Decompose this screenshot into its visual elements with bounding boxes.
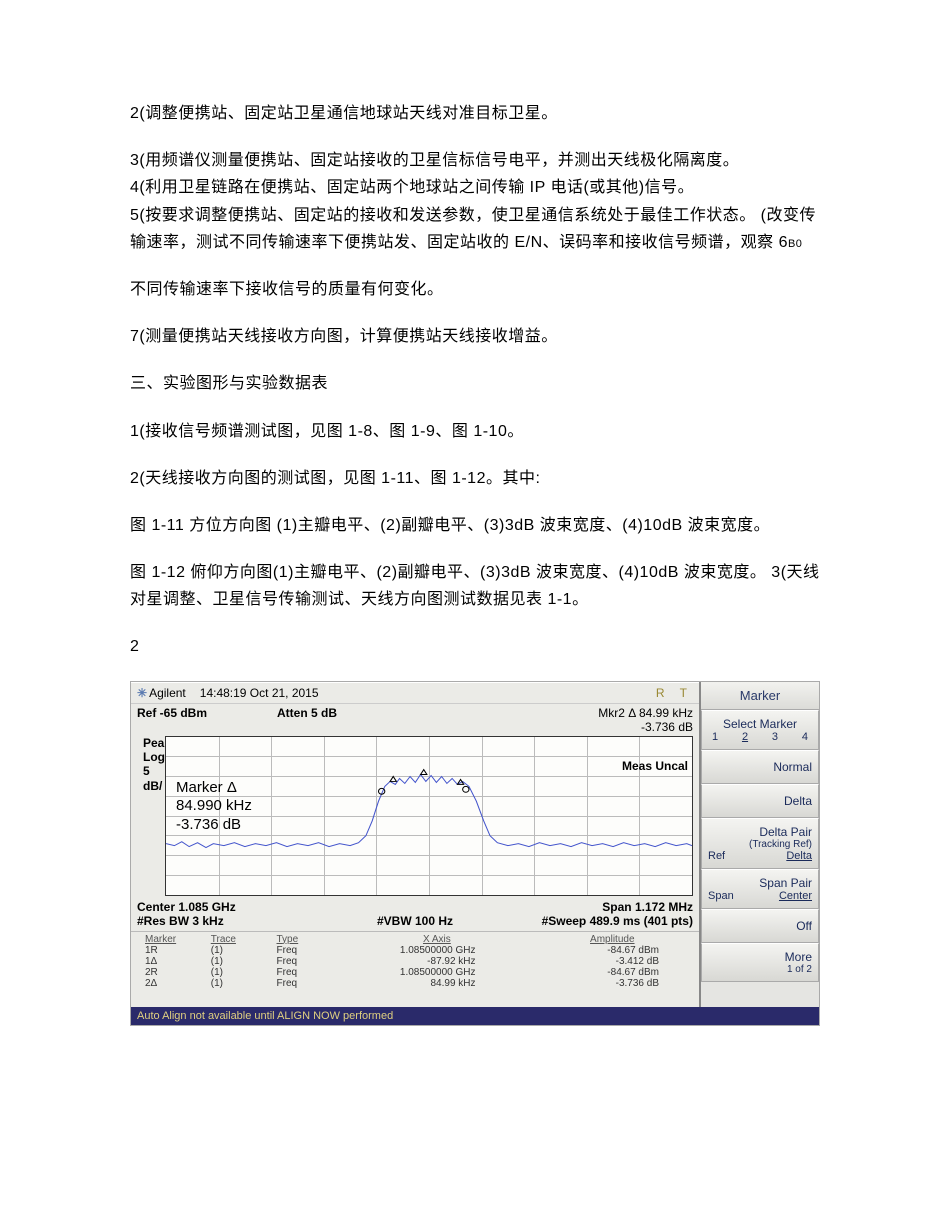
atten-label: Atten 5 dB [277, 706, 337, 720]
th-type: Type [273, 934, 339, 945]
page-num-2: 2 [130, 633, 820, 660]
normal-button[interactable]: Normal [701, 750, 819, 784]
line-5-6: 5(按要求调整便携站、固定站的接收和发送参数，使卫星通信系统处于最佳工作状态。 … [130, 207, 816, 251]
spectrum-plot: Meas Uncal Marker Δ 84.990 kHz -3.736 dB [165, 736, 693, 896]
more-label: More [708, 950, 812, 964]
para-diff-rate: 不同传输速率下接收信号的质量有何变化。 [130, 276, 820, 303]
agilent-logo-icon: ✳ [137, 686, 147, 700]
marker-row: 2R (1) Freq 1.08500000 GHz -84.67 dBm [141, 967, 689, 978]
inst-footer-message: Auto Align not available until ALIGN NOW… [131, 1007, 819, 1025]
para-fig-1-11: 图 1-11 方位方向图 (1)主瓣电平、(2)副瓣电平、(3)3dB 波束宽度… [130, 512, 820, 539]
span-label: Span 1.172 MHz [602, 900, 693, 914]
th-xaxis: X Axis [338, 934, 535, 945]
th-amplitude: Amplitude [536, 934, 689, 945]
center-freq-label: Center 1.085 GHz [137, 900, 602, 914]
select-marker-label: Select Marker [708, 717, 812, 731]
line-4: 4(利用卫星链路在便携站、固定站两个地球站之间传输 IP 电话(或其他)信号。 [130, 179, 694, 196]
para-2: 2(调整便携站、固定站卫星通信地球站天线对准目标卫星。 [130, 100, 820, 127]
vbw-label: #VBW 100 Hz [322, 914, 507, 928]
delta-button[interactable]: Delta [701, 784, 819, 818]
delta-pair-delta: Delta [786, 850, 812, 862]
delta-pair-button[interactable]: Delta Pair (Tracking Ref) Ref Delta [701, 818, 819, 869]
marker2-amp-label: -3.736 dB [598, 720, 693, 734]
marker-table: Marker Trace Type X Axis Amplitude 1R (1… [131, 932, 699, 1007]
th-marker: Marker [141, 934, 207, 945]
span-pair-center: Center [779, 890, 812, 902]
spectrum-analyzer-screenshot: ✳ Agilent 14:48:19 Oct 21, 2015 R T Ref … [130, 681, 820, 1026]
line-3: 3(用频谱仪测量便携站、固定站接收的卫星信标信号电平，并测出天线极化隔离度。 [130, 152, 739, 169]
span-pair-button[interactable]: Span Pair Span Center [701, 869, 819, 909]
marker-row: 1Δ (1) Freq -87.92 kHz -3.412 dB [141, 956, 689, 967]
off-label: Off [708, 919, 812, 933]
more-sub: 1 of 2 [708, 964, 812, 975]
para-fig-2: 2(天线接收方向图的测试图，见图 1-11、图 1-12。其中: [130, 465, 820, 492]
marker-num-1: 1 [712, 731, 718, 743]
marker-num-2: 2 [742, 731, 748, 743]
th-trace: Trace [207, 934, 273, 945]
menu-title: Marker [701, 682, 819, 710]
timestamp-label: 14:48:19 Oct 21, 2015 [200, 686, 319, 700]
normal-label: Normal [708, 760, 812, 774]
softkey-menu: Marker Select Marker 1 2 3 4 Normal Delt… [699, 682, 819, 1007]
marker2-freq-label: Mkr2 Δ 84.99 kHz [598, 706, 693, 720]
delta-pair-label: Delta Pair [708, 825, 812, 839]
select-marker-button[interactable]: Select Marker 1 2 3 4 [701, 710, 819, 750]
marker-num-3: 3 [772, 731, 778, 743]
marker-row: 1R (1) Freq 1.08500000 GHz -84.67 dBm [141, 945, 689, 956]
marker-row: 2Δ (1) Freq 84.99 kHz -3.736 dB [141, 978, 689, 989]
para-fig-1-12: 图 1-12 俯仰方向图(1)主瓣电平、(2)副瓣电平、(3)3dB 波束宽度、… [130, 559, 820, 613]
span-pair-label: Span Pair [708, 876, 812, 890]
sweep-label: #Sweep 489.9 ms (401 pts) [508, 914, 693, 928]
brand-label: Agilent [149, 686, 186, 700]
span-pair-span: Span [708, 890, 734, 902]
off-button[interactable]: Off [701, 909, 819, 943]
delta-pair-sub: (Tracking Ref) [708, 839, 812, 850]
rt-label: R T [656, 686, 693, 700]
subscript-b0: B0 [788, 238, 802, 250]
para-fig-1: 1(接收信号频谱测试图，见图 1-8、图 1-9、图 1-10。 [130, 418, 820, 445]
spectrum-trace [166, 737, 692, 895]
resbw-label: #Res BW 3 kHz [137, 914, 322, 928]
section-3-title: 三、实验图形与实验数据表 [130, 370, 820, 397]
marker-num-4: 4 [802, 731, 808, 743]
ref-level-label: Ref -65 dBm [137, 706, 207, 720]
delta-label: Delta [708, 794, 812, 808]
inst-header: ✳ Agilent 14:48:19 Oct 21, 2015 R T [131, 682, 699, 703]
para-block-3-6: 3(用频谱仪测量便携站、固定站接收的卫星信标信号电平，并测出天线极化隔离度。 4… [130, 147, 820, 256]
more-button[interactable]: More 1 of 2 [701, 943, 819, 982]
para-7: 7(测量便携站天线接收方向图，计算便携站天线接收增益。 [130, 323, 820, 350]
delta-pair-ref: Ref [708, 850, 725, 862]
